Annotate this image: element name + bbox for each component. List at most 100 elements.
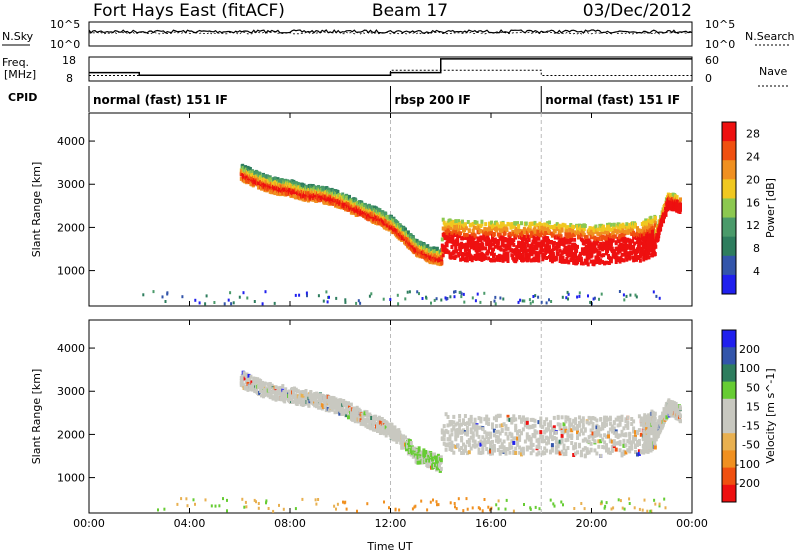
ground-scatter-cell	[445, 296, 447, 299]
echo-cell	[614, 235, 617, 239]
ground-scatter-cell	[355, 302, 357, 305]
echo-cell	[576, 245, 579, 249]
echo-cell	[506, 227, 509, 231]
noise-right-tick-top: 10^5	[705, 18, 735, 31]
echo-cell	[552, 252, 555, 256]
echo-cell	[535, 258, 538, 262]
echo-cell	[547, 440, 550, 444]
echo-cell	[495, 418, 498, 422]
echo-cell	[563, 444, 566, 448]
ground-scatter-cell	[534, 294, 536, 297]
echo-cell	[499, 438, 502, 442]
echo-cell	[467, 244, 470, 248]
echo-cell	[500, 248, 503, 252]
echo-cell	[587, 262, 590, 266]
ground-scatter-cell	[495, 302, 497, 305]
echo-cell	[443, 424, 446, 428]
echo-cell	[628, 257, 631, 261]
ground-scatter-cell	[541, 301, 543, 304]
echo-cell	[522, 258, 525, 262]
echo-cell	[520, 221, 523, 225]
echo-cell	[520, 431, 523, 435]
ground-scatter-cell	[418, 292, 420, 295]
echo-cell	[441, 237, 444, 241]
ground-scatter-cell	[623, 298, 625, 301]
ground-scatter-cell	[548, 298, 550, 301]
echo-cell	[522, 255, 525, 259]
ground-scatter-cell	[655, 295, 657, 298]
ground-scatter-cell	[306, 294, 308, 297]
ground-scatter-cell	[499, 297, 501, 300]
ground-scatter-cell	[523, 300, 525, 303]
echo-cell	[625, 244, 628, 248]
echo-cell	[504, 239, 507, 243]
freq-left-tick-bottom: 8	[66, 72, 73, 85]
echo-cell	[539, 430, 542, 434]
echo-cell	[551, 443, 554, 447]
freq-right-tick-top: 60	[705, 54, 719, 67]
echo-cell	[307, 404, 310, 408]
y-tick-label: 4000	[57, 135, 85, 148]
echo-cell	[543, 223, 546, 227]
echo-cell	[613, 223, 616, 227]
ground-scatter-cell	[619, 290, 621, 293]
ground-scatter-cell	[204, 302, 206, 305]
echo-cell	[281, 384, 284, 388]
echo-cell	[467, 220, 470, 224]
echo-cell	[580, 257, 583, 261]
ground-scatter-cell	[389, 298, 391, 301]
echo-cell	[544, 231, 547, 235]
echo-cell	[665, 213, 668, 217]
echo-cell	[568, 418, 571, 422]
echo-cell	[507, 435, 510, 439]
ground-scatter-cell	[502, 298, 504, 301]
echo-cell	[566, 438, 569, 442]
echo-cell	[551, 449, 554, 453]
ground-scatter-cell	[239, 296, 241, 299]
echo-cell	[528, 238, 531, 242]
echo-cell	[514, 447, 517, 451]
echo-cell	[612, 238, 615, 242]
echo-cell	[570, 441, 573, 445]
noise-right-label: N.Search	[745, 30, 795, 43]
echo-cell	[454, 254, 457, 258]
echo-cell	[537, 451, 540, 455]
ground-scatter-cell	[416, 290, 418, 293]
echo-cell	[452, 250, 455, 254]
ground-scatter-cell	[228, 299, 230, 302]
ground-scatter-cell	[383, 298, 385, 301]
echo-cell	[461, 220, 464, 224]
echo-cell	[532, 250, 535, 254]
echo-cell	[525, 222, 528, 226]
ground-scatter-cell	[629, 294, 631, 297]
ground-scatter-cell	[567, 298, 569, 301]
echo-cell	[561, 434, 564, 438]
echo-cell	[457, 252, 460, 256]
echo-cell	[440, 467, 443, 471]
echo-cell	[507, 427, 510, 431]
ground-scatter-cell	[344, 298, 346, 301]
echo-cell	[473, 226, 476, 230]
echo-cell	[564, 452, 567, 456]
ground-scatter-cell	[653, 290, 655, 293]
echo-cell	[418, 446, 421, 450]
ground-scatter-cell	[463, 293, 465, 296]
echo-cell	[323, 395, 326, 399]
echo-cell	[490, 259, 493, 263]
echo-cell	[493, 232, 496, 236]
echo-cell	[474, 418, 477, 422]
ground-scatter-cell	[546, 301, 548, 304]
ground-scatter-cell	[537, 296, 539, 299]
echo-cell	[484, 256, 487, 260]
echo-cell	[493, 449, 496, 453]
echo-cell	[532, 240, 535, 244]
y-tick-label: 2000	[57, 221, 85, 234]
ground-scatter-cell	[430, 302, 432, 305]
y-tick-label: 1000	[57, 265, 85, 278]
echo-cell	[480, 220, 483, 224]
echo-cell	[297, 389, 300, 393]
echo-cell	[518, 438, 521, 442]
echo-cell	[545, 449, 548, 453]
echo-cell	[522, 451, 525, 455]
echo-cell	[350, 403, 353, 407]
